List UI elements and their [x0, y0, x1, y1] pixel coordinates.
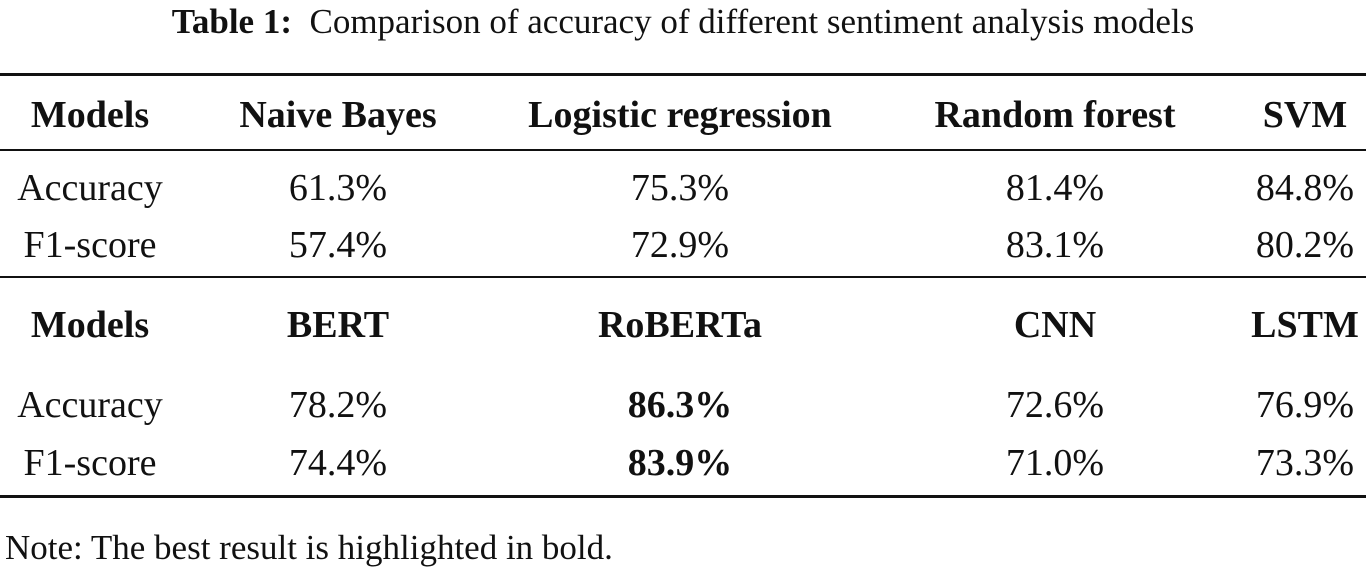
cell: 61.3% [288, 167, 388, 209]
caption: Table 1: Comparison of accuracy of diffe… [0, 2, 1366, 42]
cell: 83.1% [1005, 224, 1105, 266]
header-cell: RoBERTa [597, 304, 763, 346]
row-label: F1-score [23, 442, 157, 484]
cell: 72.6% [1005, 384, 1105, 426]
header-cell: SVM [1262, 94, 1348, 136]
header-cell: Naive Bayes [239, 94, 437, 136]
header-cell: BERT [286, 304, 390, 346]
caption-text: Comparison of accuracy of different sent… [309, 2, 1195, 41]
cell: 81.4% [1005, 167, 1105, 209]
cell: 71.0% [1005, 442, 1105, 484]
cell: 75.3% [630, 167, 730, 209]
cell: 78.2% [288, 384, 388, 426]
cell: 83.9% [627, 442, 733, 484]
header-cell: Models [30, 94, 150, 136]
header-cell: Logistic regression [528, 94, 832, 136]
cell: 57.4% [288, 224, 388, 266]
bottom-rule [0, 495, 1366, 498]
row-label: Accuracy [17, 167, 163, 209]
top-rule [0, 73, 1366, 76]
header-rule [0, 149, 1366, 151]
header-cell: Models [30, 304, 150, 346]
cell: 76.9% [1255, 384, 1355, 426]
cell: 74.4% [288, 442, 388, 484]
cell: 72.9% [630, 224, 730, 266]
caption-label: Table 1: [171, 2, 292, 41]
header-cell: LSTM [1251, 304, 1359, 346]
cell: 80.2% [1255, 224, 1355, 266]
note: Note: The best result is highlighted in … [5, 528, 613, 567]
block-rule [0, 276, 1366, 278]
cell: 84.8% [1255, 167, 1355, 209]
header-cell: CNN [1013, 304, 1097, 346]
header-cell: Random forest [934, 94, 1176, 136]
cell: 73.3% [1255, 442, 1355, 484]
cell: 86.3% [627, 384, 733, 426]
row-label: Accuracy [17, 384, 163, 426]
row-label: F1-score [23, 224, 157, 266]
